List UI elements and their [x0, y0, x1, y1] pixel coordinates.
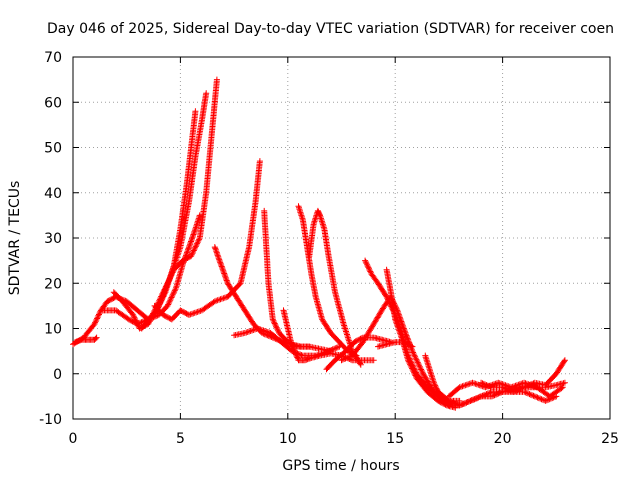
x-tick-label: 20	[494, 431, 512, 447]
y-tick-label: 30	[44, 231, 62, 247]
x-tick-label: 0	[69, 431, 78, 447]
tick-labels: 0 5 10 15 20 25 -10 0 10 20 30 40 50 60 70	[39, 50, 619, 447]
x-tick-label: 25	[601, 431, 619, 447]
series-markers	[478, 379, 560, 404]
x-axis-label: GPS time / hours	[282, 458, 399, 474]
chart-title: Day 046 of 2025, Sidereal Day-to-day VTE…	[47, 21, 614, 37]
series-markers	[151, 158, 263, 323]
series-track-6	[151, 158, 263, 323]
y-tick-label: 50	[44, 141, 62, 157]
y-tick-label: 40	[44, 186, 62, 202]
y-tick-label: 10	[44, 322, 62, 338]
series-track-5	[138, 76, 220, 332]
series-track-21	[478, 379, 560, 404]
series-markers	[362, 257, 463, 404]
x-tick-label: 5	[176, 431, 185, 447]
y-axis-label: SDTVAR / TECUs	[7, 181, 23, 296]
series-markers	[375, 339, 416, 350]
series-track-11	[295, 203, 360, 359]
y-tick-label: 70	[44, 50, 62, 66]
y-tick-label: 20	[44, 276, 62, 292]
series-track-2	[72, 334, 100, 346]
series-markers	[72, 334, 100, 346]
series-track-14	[362, 257, 463, 404]
y-tick-label: 0	[53, 367, 62, 383]
y-tick-label: -10	[39, 412, 62, 428]
series-layer	[70, 76, 568, 411]
series-markers	[295, 203, 360, 359]
y-tick-label: 60	[44, 95, 62, 111]
x-tick-label: 15	[386, 431, 404, 447]
series-markers	[138, 76, 220, 332]
grid	[73, 57, 610, 419]
x-tick-label: 10	[279, 431, 297, 447]
series-track-17	[375, 339, 416, 350]
axis-ticks	[72, 56, 611, 420]
